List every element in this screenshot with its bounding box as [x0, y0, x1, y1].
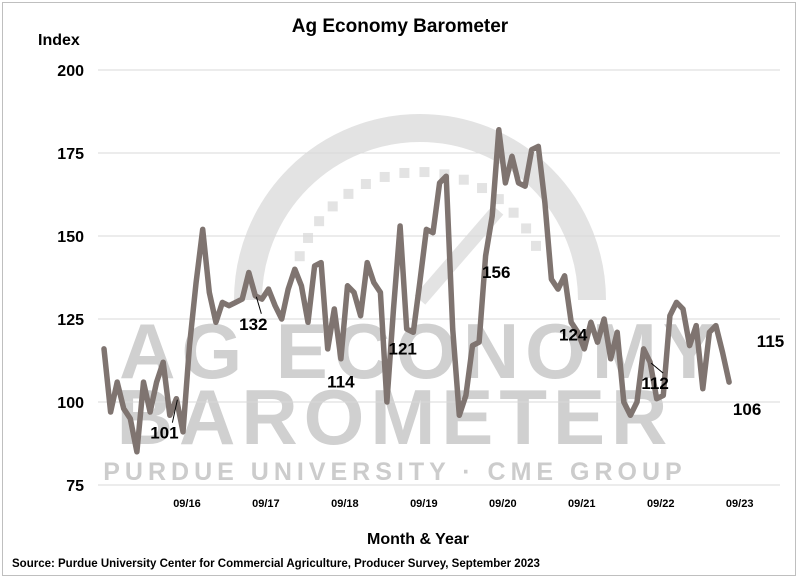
data-label: 156 [482, 263, 510, 282]
y-axis-title: Index [38, 32, 80, 49]
x-tick-label: 09/18 [331, 498, 359, 510]
y-tick-label: 175 [57, 146, 84, 163]
x-axis-ticks: 09/16 09/17 09/18 09/19 09/20 09/21 09/22 09/23 [173, 498, 753, 510]
watermark-line-2: BAROMETER [117, 373, 674, 461]
source-note: Source: Purdue University Center for Com… [12, 558, 540, 570]
y-tick-label: 150 [57, 229, 84, 246]
series-line [101, 127, 732, 455]
x-tick-label: 09/21 [568, 498, 596, 510]
chart-title: Ag Economy Barometer [292, 16, 509, 37]
data-label: 124 [559, 325, 588, 344]
data-label: 101 [150, 424, 178, 443]
series-line-group [101, 127, 732, 455]
x-tick-label: 09/20 [489, 498, 517, 510]
data-label: 114 [327, 373, 355, 392]
leader-line [650, 362, 664, 374]
y-tick-label: 125 [57, 312, 84, 329]
y-tick-label: 75 [66, 478, 84, 495]
data-label: 121 [388, 339, 416, 358]
x-tick-label: 09/23 [726, 498, 754, 510]
x-axis-title: Month & Year [367, 531, 469, 548]
y-tick-label: 100 [57, 395, 84, 412]
x-tick-label: 09/16 [173, 498, 201, 510]
y-tick-label: 200 [57, 63, 84, 80]
data-label: 112 [641, 374, 668, 393]
leader-line [171, 399, 178, 423]
y-axis-ticks: 75 100 125 150 175 200 [57, 63, 84, 495]
data-labels: 101 132 114 121 156 124 112 115 106 [150, 263, 784, 443]
x-tick-label: 09/19 [410, 498, 438, 510]
data-label: 115 [757, 332, 784, 351]
x-tick-label: 09/17 [252, 498, 280, 510]
data-label: 106 [733, 400, 761, 419]
x-tick-label: 09/22 [647, 498, 675, 510]
gridlines [98, 69, 780, 486]
data-label: 132 [239, 315, 267, 334]
leader-line [255, 296, 262, 314]
watermark-line-3: PURDUE UNIVERSITY · CME GROUP [103, 458, 686, 486]
